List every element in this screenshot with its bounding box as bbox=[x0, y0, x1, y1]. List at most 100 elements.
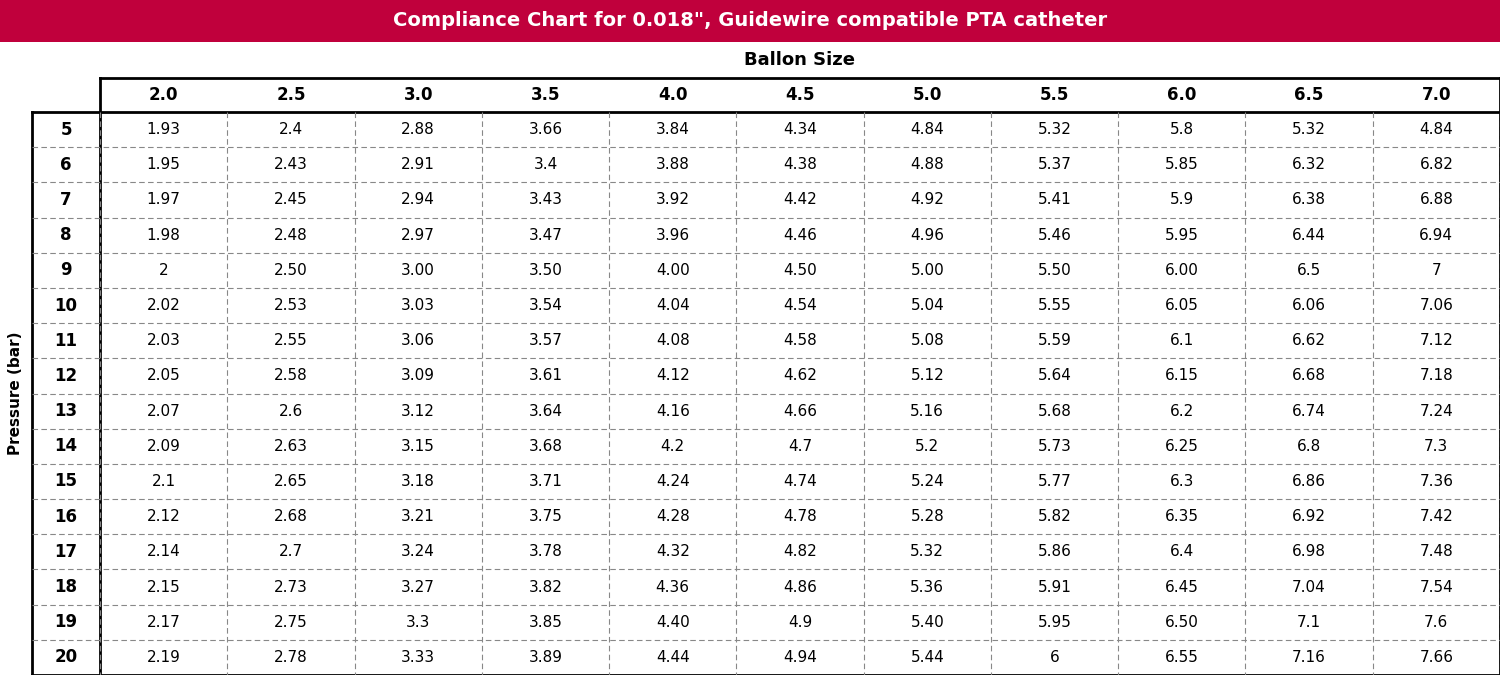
Text: 5.77: 5.77 bbox=[1038, 474, 1071, 489]
Text: 7.1: 7.1 bbox=[1298, 615, 1322, 630]
Text: 5.85: 5.85 bbox=[1166, 157, 1198, 172]
Text: 6.44: 6.44 bbox=[1292, 227, 1326, 242]
Text: 5.08: 5.08 bbox=[910, 333, 944, 348]
Text: 2.5: 2.5 bbox=[276, 86, 306, 104]
Text: 3.50: 3.50 bbox=[528, 263, 562, 278]
Text: 3.18: 3.18 bbox=[400, 474, 435, 489]
Text: Compliance Chart for 0.018", Guidewire compatible PTA catheter: Compliance Chart for 0.018", Guidewire c… bbox=[393, 11, 1107, 30]
Text: 2.12: 2.12 bbox=[147, 509, 180, 524]
Text: 7.0: 7.0 bbox=[1422, 86, 1450, 104]
Text: 3.21: 3.21 bbox=[400, 509, 435, 524]
Text: 6.0: 6.0 bbox=[1167, 86, 1197, 104]
Text: Pressure (bar): Pressure (bar) bbox=[9, 331, 24, 455]
Text: 3.0: 3.0 bbox=[404, 86, 433, 104]
Text: 2.91: 2.91 bbox=[400, 157, 435, 172]
Text: 6: 6 bbox=[1050, 650, 1059, 665]
Text: 2.19: 2.19 bbox=[147, 650, 180, 665]
Text: 5.2: 5.2 bbox=[915, 439, 939, 454]
Text: 6.3: 6.3 bbox=[1170, 474, 1194, 489]
Text: 3.03: 3.03 bbox=[400, 298, 435, 313]
Text: 5.24: 5.24 bbox=[910, 474, 944, 489]
Text: 17: 17 bbox=[54, 543, 78, 561]
Text: 5.64: 5.64 bbox=[1038, 369, 1071, 383]
Text: 3.85: 3.85 bbox=[528, 615, 562, 630]
Text: 4.00: 4.00 bbox=[656, 263, 690, 278]
Text: 3.27: 3.27 bbox=[400, 580, 435, 595]
Text: 6.2: 6.2 bbox=[1170, 404, 1194, 418]
Text: 6.38: 6.38 bbox=[1292, 192, 1326, 207]
Text: 9: 9 bbox=[60, 261, 72, 279]
Text: 1.97: 1.97 bbox=[147, 192, 180, 207]
Text: 2.78: 2.78 bbox=[274, 650, 308, 665]
Text: 3.66: 3.66 bbox=[528, 122, 562, 137]
Text: 5.44: 5.44 bbox=[910, 650, 944, 665]
Text: 2.48: 2.48 bbox=[274, 227, 308, 242]
Text: 4.28: 4.28 bbox=[656, 509, 690, 524]
Text: 2.94: 2.94 bbox=[400, 192, 435, 207]
Text: 5: 5 bbox=[60, 121, 72, 138]
Text: 6.98: 6.98 bbox=[1292, 544, 1326, 560]
Text: 4.92: 4.92 bbox=[910, 192, 944, 207]
Text: 7.16: 7.16 bbox=[1292, 650, 1326, 665]
Text: 7.04: 7.04 bbox=[1292, 580, 1326, 595]
Text: 5.40: 5.40 bbox=[910, 615, 944, 630]
Text: 6.50: 6.50 bbox=[1166, 615, 1198, 630]
Text: 5.59: 5.59 bbox=[1038, 333, 1071, 348]
Text: 5.95: 5.95 bbox=[1038, 615, 1071, 630]
Text: 20: 20 bbox=[54, 649, 78, 666]
Text: 4.42: 4.42 bbox=[783, 192, 818, 207]
Text: 4.54: 4.54 bbox=[783, 298, 818, 313]
Text: 2.15: 2.15 bbox=[147, 580, 180, 595]
Text: 5.55: 5.55 bbox=[1038, 298, 1071, 313]
Text: 7.6: 7.6 bbox=[1424, 615, 1449, 630]
Text: 5.41: 5.41 bbox=[1038, 192, 1071, 207]
Text: 6.00: 6.00 bbox=[1166, 263, 1198, 278]
Text: 7.12: 7.12 bbox=[1419, 333, 1454, 348]
Text: 2.97: 2.97 bbox=[400, 227, 435, 242]
Text: 4.84: 4.84 bbox=[1419, 122, 1454, 137]
Text: 6.05: 6.05 bbox=[1166, 298, 1198, 313]
Text: 3.78: 3.78 bbox=[528, 544, 562, 560]
Text: 5.73: 5.73 bbox=[1038, 439, 1071, 454]
Text: 6.5: 6.5 bbox=[1298, 263, 1322, 278]
Text: 2.4: 2.4 bbox=[279, 122, 303, 137]
Text: 2.03: 2.03 bbox=[147, 333, 180, 348]
Text: 3.84: 3.84 bbox=[656, 122, 690, 137]
Text: 5.0: 5.0 bbox=[912, 86, 942, 104]
Text: 3.68: 3.68 bbox=[528, 439, 562, 454]
Text: 7.36: 7.36 bbox=[1419, 474, 1454, 489]
Text: 2.0: 2.0 bbox=[148, 86, 178, 104]
Text: 6.74: 6.74 bbox=[1292, 404, 1326, 418]
Text: 2.58: 2.58 bbox=[274, 369, 308, 383]
Text: 8: 8 bbox=[60, 226, 72, 244]
Text: 6.32: 6.32 bbox=[1292, 157, 1326, 172]
Text: 2.65: 2.65 bbox=[274, 474, 308, 489]
Text: 12: 12 bbox=[54, 367, 78, 385]
Text: 2.14: 2.14 bbox=[147, 544, 180, 560]
Text: 5.86: 5.86 bbox=[1038, 544, 1071, 560]
Text: 6.06: 6.06 bbox=[1292, 298, 1326, 313]
Text: 3.88: 3.88 bbox=[656, 157, 690, 172]
Text: 4.82: 4.82 bbox=[783, 544, 818, 560]
Text: 3.92: 3.92 bbox=[656, 192, 690, 207]
Text: 7.3: 7.3 bbox=[1424, 439, 1449, 454]
Text: 7.24: 7.24 bbox=[1419, 404, 1454, 418]
Text: 5.37: 5.37 bbox=[1038, 157, 1071, 172]
Text: 4.46: 4.46 bbox=[783, 227, 818, 242]
Text: 5.82: 5.82 bbox=[1038, 509, 1071, 524]
Text: 5.04: 5.04 bbox=[910, 298, 944, 313]
Text: 18: 18 bbox=[54, 578, 78, 596]
Text: 3.4: 3.4 bbox=[534, 157, 558, 172]
Text: 4.9: 4.9 bbox=[788, 615, 812, 630]
Text: 4.08: 4.08 bbox=[656, 333, 690, 348]
Text: 3.5: 3.5 bbox=[531, 86, 560, 104]
Text: 4.38: 4.38 bbox=[783, 157, 818, 172]
Text: 3.89: 3.89 bbox=[528, 650, 562, 665]
Text: 19: 19 bbox=[54, 613, 78, 631]
Text: 4.16: 4.16 bbox=[656, 404, 690, 418]
Text: Ballon Size: Ballon Size bbox=[744, 51, 855, 69]
Text: 6.88: 6.88 bbox=[1419, 192, 1454, 207]
Text: 3.54: 3.54 bbox=[528, 298, 562, 313]
Text: 2.50: 2.50 bbox=[274, 263, 308, 278]
Text: 6.94: 6.94 bbox=[1419, 227, 1454, 242]
